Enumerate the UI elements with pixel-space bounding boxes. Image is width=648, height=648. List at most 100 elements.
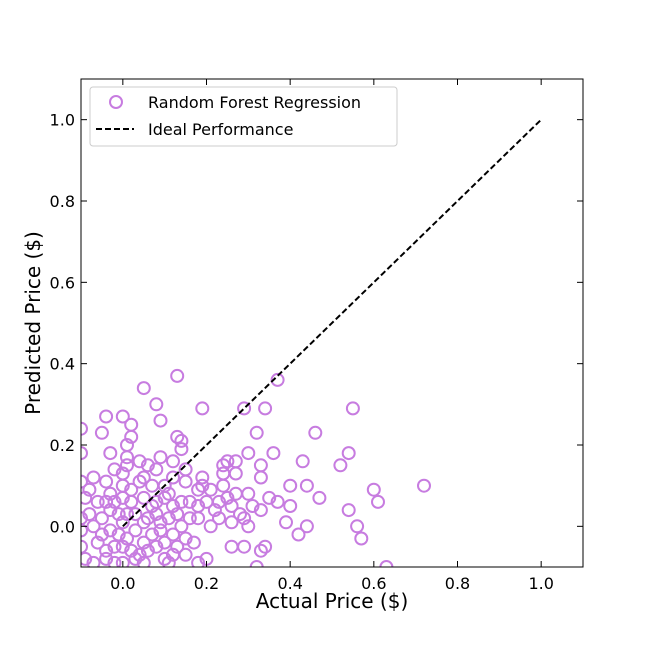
scatter-point — [224, 515, 239, 530]
scatter-point — [203, 482, 218, 497]
scatter-point — [224, 499, 239, 513]
scatter-point — [115, 539, 130, 554]
scatter-point — [157, 490, 172, 505]
scatter-point — [149, 539, 164, 554]
scatter-point — [170, 539, 185, 554]
scatter-point — [166, 527, 180, 542]
scatter-point — [124, 429, 139, 444]
scatter-point — [417, 478, 431, 493]
scatter-point — [149, 397, 164, 412]
scatter-point — [94, 425, 109, 440]
scatter-point — [253, 470, 268, 485]
scatter-point — [107, 555, 122, 567]
scatter-point — [82, 482, 97, 497]
scatter-point — [136, 490, 151, 505]
scatter-point — [86, 519, 101, 534]
scatter-point — [350, 519, 365, 534]
scatter-point — [99, 474, 114, 489]
scatter-point — [207, 503, 222, 518]
scatter-point — [366, 482, 381, 497]
x-tick-label: 0.8 — [445, 574, 470, 593]
scatter-point — [128, 523, 143, 538]
scatter-point — [166, 470, 180, 485]
scatter-point — [253, 503, 268, 518]
scatter-point — [241, 486, 256, 501]
scatter-point — [153, 413, 168, 428]
x-tick-label: 0.6 — [361, 574, 386, 593]
scatter-point — [170, 507, 185, 522]
scatter-point — [86, 470, 101, 485]
scatter-point — [90, 494, 105, 509]
scatter-point — [81, 490, 93, 505]
scatter-point — [237, 539, 252, 554]
scatter-point — [262, 490, 277, 505]
scatter-point — [191, 555, 206, 567]
scatter-point — [166, 454, 180, 469]
scatter-point — [81, 551, 93, 566]
scatter-point — [136, 535, 151, 550]
scatter-point — [299, 519, 314, 534]
scatter-point — [233, 507, 247, 522]
scatter-point — [99, 409, 114, 424]
scatter-point — [212, 511, 226, 526]
y-tick-label: 0.8 — [50, 192, 75, 211]
scatter-point — [195, 401, 210, 416]
scatter-point — [136, 381, 151, 396]
scatter-point — [245, 499, 260, 513]
scatter-point — [182, 494, 197, 509]
scatter-point — [99, 543, 114, 558]
scatter-point — [120, 531, 134, 546]
scatter-point — [283, 499, 298, 513]
scatter-point — [270, 494, 285, 509]
scatter-point — [99, 494, 114, 509]
scatter-point — [153, 515, 168, 530]
y-tick-label: 0.0 — [50, 517, 75, 536]
scatter-point — [94, 511, 109, 526]
scatter-point — [279, 515, 293, 530]
scatter-point — [253, 543, 268, 558]
scatter-point — [132, 454, 147, 469]
scatter-point — [258, 401, 273, 416]
legend-label-scatter: Random Forest Regression — [148, 93, 361, 112]
scatter-point — [153, 450, 168, 465]
scatter-point — [161, 486, 176, 501]
scatter-point — [128, 507, 143, 522]
scatter-point — [128, 551, 143, 566]
scatter-point — [195, 478, 210, 493]
scatter-point — [157, 551, 172, 566]
scatter-point — [140, 511, 155, 526]
scatter-point — [174, 494, 189, 509]
scatter-point — [136, 555, 151, 567]
scatter-point — [249, 560, 264, 567]
scatter-point — [186, 535, 201, 550]
scatter-point — [124, 494, 139, 509]
scatter-point — [216, 478, 231, 493]
scatter-point — [161, 511, 176, 526]
x-tick-label: 0.2 — [194, 574, 219, 593]
scatter-point — [237, 401, 252, 416]
scatter-point — [270, 372, 285, 387]
scatter-point — [170, 429, 185, 444]
scatter-point — [111, 507, 126, 522]
scatter-point — [295, 454, 310, 469]
scatter-point — [220, 490, 235, 505]
scatter-point — [174, 433, 189, 448]
scatter-point — [195, 470, 210, 485]
x-tick-label: 0.4 — [277, 574, 302, 593]
scatter-point — [86, 555, 101, 567]
scatter-point — [81, 474, 88, 489]
scatter-point — [178, 474, 193, 489]
y-tick-label: 1.0 — [50, 111, 75, 130]
scatter-point — [81, 446, 88, 461]
scatter-point — [120, 450, 134, 465]
scatter-point — [82, 507, 97, 522]
scatter-point — [115, 555, 130, 567]
scatter-point — [107, 539, 122, 554]
scatter-point — [140, 543, 155, 558]
scatter-point — [379, 560, 394, 567]
scatter-point — [341, 446, 356, 461]
scatter-point — [120, 458, 134, 473]
scatter-point — [371, 494, 385, 509]
scatter-point — [312, 490, 327, 505]
legend: Random Forest Regression Ideal Performan… — [89, 86, 398, 147]
